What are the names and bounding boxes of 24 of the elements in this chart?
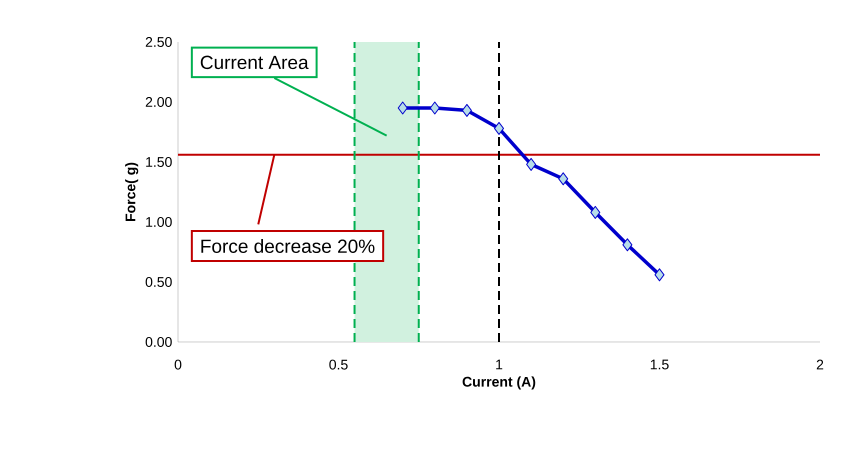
x-tick-label: 0: [174, 360, 182, 370]
point: [622, 238, 632, 252]
annotation: Force decrease 20%: [201, 239, 374, 253]
annotation: Current Area: [200, 56, 309, 70]
y-tick-label: 1.50: [146, 157, 172, 167]
y-axis-title: Force( g): [125, 162, 138, 221]
point: [494, 122, 504, 135]
y-tick-label: 0.00: [146, 337, 172, 347]
point: [526, 158, 536, 171]
y-tick-label: 1.00: [146, 217, 172, 227]
x-axis-title: Current (A): [462, 376, 536, 390]
x-tick-label: 0.5: [329, 360, 348, 370]
point: [430, 101, 440, 114]
x-tick-label: 2: [816, 360, 824, 370]
x-tick-label: 1: [496, 360, 502, 370]
point: [462, 104, 472, 117]
point: [398, 101, 408, 114]
y-tick-label: 2.00: [146, 97, 172, 107]
x-tick-label: 1.5: [650, 360, 669, 370]
y-tick-label: 2.50: [146, 37, 172, 47]
y-tick-label: 0.50: [146, 277, 172, 287]
point: [558, 172, 568, 186]
point: [654, 268, 664, 282]
point: [590, 206, 600, 219]
